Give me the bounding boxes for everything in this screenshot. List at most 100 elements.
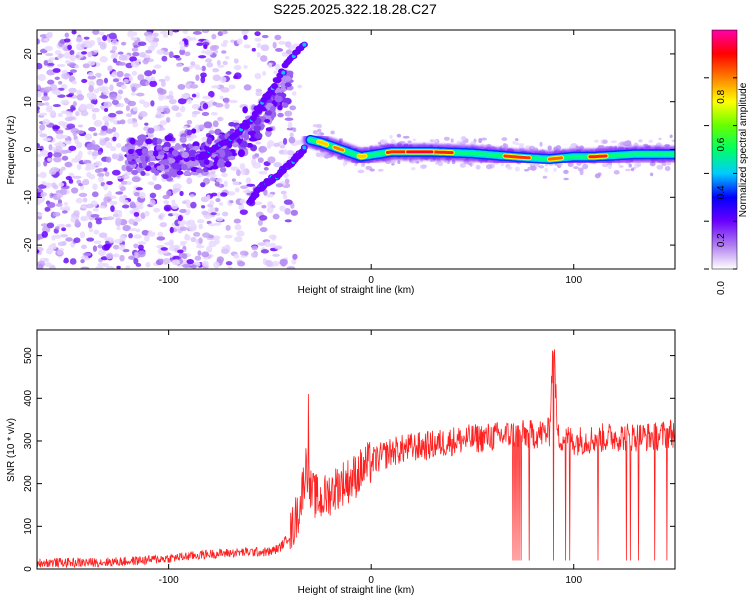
spectrogram-speckle-mark (75, 54, 80, 58)
spectrogram-speckle-mark (229, 99, 238, 104)
spectrogram-speckle-mark (220, 87, 230, 93)
spectrogram-speckle-mark (139, 192, 146, 199)
spectrogram-speckle-mark (151, 137, 159, 146)
spectrogram-speckle-mark (203, 44, 208, 50)
spectrogram-speckle-mark (177, 98, 187, 105)
spectrogram-speckle-mark (54, 145, 63, 153)
spectrogram-speckle-mark (131, 169, 139, 175)
spectrogram-speckle-mark (85, 103, 94, 110)
spectrogram-speckle-mark (205, 49, 213, 56)
spectrogram-speckle-mark (118, 54, 128, 61)
spectrogram-speckle-mark (190, 236, 197, 243)
spectrogram-speckle-mark (258, 214, 268, 221)
spectrogram-speckle-mark (234, 187, 240, 193)
spectrogram-speckle-mark (37, 84, 41, 90)
spectrogram-speckle-mark (64, 116, 73, 122)
snr-xtick-label: 0 (368, 575, 374, 586)
spectrogram-speckle-mark (210, 165, 219, 170)
spectrogram-speckle-mark (61, 155, 69, 161)
spectrogram-branches (195, 41, 308, 206)
spectrogram-speckle-mark (225, 71, 232, 75)
spectrogram-speckle-mark (184, 51, 191, 57)
spectrogram-speckle-mark (110, 146, 117, 152)
spectrogram-speckle-mark (209, 200, 215, 206)
spectrogram-speckle-mark (83, 252, 92, 257)
spectrogram-speckle-mark (86, 143, 96, 150)
spectrogram-speckle-mark (256, 42, 262, 48)
spectrogram-speckle-mark (159, 222, 168, 228)
spectrogram-speckle-mark (214, 181, 220, 187)
colorbar-tick-label: 0.6 (716, 137, 727, 151)
spectrogram-speckle-mark (221, 50, 227, 54)
spectrogram-x-label: Height of straight line (km) (298, 285, 415, 296)
spectrogram-speckle-mark (263, 166, 269, 171)
spectrogram-speckle-mark (280, 190, 287, 195)
spectrogram-speckle-mark (65, 223, 72, 228)
spectrogram-speckle-mark (137, 250, 146, 258)
spectrogram-speckle-mark (464, 138, 469, 144)
spectrogram-speckle-mark (109, 93, 117, 100)
spectrogram-speckle-mark (167, 158, 176, 164)
spectrogram-speckle-mark (40, 223, 49, 227)
spectrogram-speckle-mark (210, 111, 218, 116)
spectrogram-speckle-mark (292, 91, 297, 96)
spectrogram-speckle-mark (81, 180, 90, 186)
spectrogram-speckle-mark (44, 45, 53, 52)
spectrogram-speckle-mark (216, 160, 225, 168)
spectrogram-speckle-mark (316, 123, 323, 129)
spectrogram-speckle-mark (243, 44, 251, 49)
spectrogram-speckle-mark (254, 153, 259, 157)
spectrogram-speckle-mark (201, 260, 209, 267)
spectrogram-speckle-mark (75, 130, 85, 135)
spectrogram-speckle-mark (243, 84, 252, 91)
snr-plot-area (37, 330, 675, 569)
spectrogram-speckle-mark (58, 182, 65, 187)
spectrogram-speckle-mark (152, 125, 161, 132)
spectrogram-speckle-mark (58, 53, 64, 59)
spectrogram-speckle-mark (196, 262, 201, 267)
spectrogram-speckle-mark (254, 31, 261, 37)
spectrogram-speckle-mark (68, 87, 77, 94)
spectrogram-speckle-mark (181, 93, 190, 100)
spectrogram-speckle-mark (111, 169, 121, 176)
spectrogram-speckle-mark (117, 175, 122, 180)
spectrogram-speckle-mark (523, 169, 530, 172)
colorbar-tick-label: 0.4 (716, 185, 727, 199)
spectrogram-speckle-mark (245, 177, 252, 185)
spectrogram-speckle-mark (39, 171, 47, 179)
spectrogram-speckle-mark (141, 160, 147, 169)
spectrogram-speckle-mark (152, 174, 157, 181)
spectrogram-speckle-mark (116, 265, 121, 269)
spectrogram-speckle-mark (37, 106, 40, 111)
spectrogram-speckle-mark (149, 80, 158, 88)
spectrogram-speckle-mark (265, 193, 274, 198)
spectrogram-speckle-mark (175, 63, 183, 68)
spectrogram-speckle-mark (203, 159, 210, 165)
spectrogram-speckle-mark (110, 205, 115, 212)
spectrogram-speckle-mark (205, 58, 213, 63)
spectrogram-speckle-mark (61, 240, 67, 246)
spectrogram-speckle-mark (87, 75, 97, 80)
colorbar-frame (711, 29, 738, 270)
colorbar-strip (712, 30, 737, 269)
spectrogram-ytick-label: -10 (23, 190, 34, 205)
spectrogram-speckle-mark (239, 142, 249, 148)
spectrogram-speckle-mark (389, 134, 393, 139)
spectrogram-speckle-mark (530, 166, 537, 170)
spectrogram-speckle-mark (99, 56, 108, 63)
spectrogram-speckle-mark (137, 134, 147, 142)
spectrogram-speckle-mark (280, 82, 286, 89)
spectrogram-speckle-mark (88, 80, 95, 88)
spectrogram-speckle-mark (112, 213, 120, 218)
spectrogram-speckle-mark (94, 217, 103, 221)
spectrogram-speckle-mark (669, 134, 673, 139)
spectrogram-speckle-mark (82, 63, 90, 69)
spectrogram-speckle-mark (93, 132, 98, 137)
spectrogram-speckle-mark (92, 30, 100, 35)
spectrogram-speckle-mark (70, 106, 76, 111)
spectrogram-speckle-mark (272, 213, 280, 220)
spectrogram-speckle-mark (179, 48, 186, 56)
spectrogram-speckle-mark (397, 160, 401, 165)
spectrogram-speckle-mark (258, 170, 268, 175)
spectrogram-speckle-mark (246, 142, 254, 148)
